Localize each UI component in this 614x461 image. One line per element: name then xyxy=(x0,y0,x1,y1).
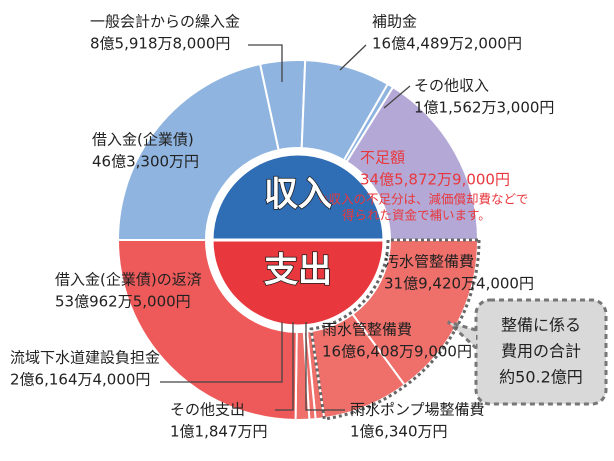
callout-box xyxy=(474,298,608,406)
leader-line xyxy=(275,322,294,411)
slice-value: 1億1,562万3,000円 xyxy=(414,99,554,117)
callout-text: 整備に係る xyxy=(501,316,581,335)
slice-value: 46億3,300万円 xyxy=(92,153,199,171)
slice-value: 8億5,918万8,000円 xyxy=(90,35,230,53)
leader-line xyxy=(339,44,367,71)
center-label: 支出 xyxy=(264,251,332,291)
slice-name: 雨水管整備費 xyxy=(322,321,412,339)
slice-name: その他収入 xyxy=(414,77,489,95)
note: 得られた資金で補います。 xyxy=(342,208,491,223)
center-label: 収入 xyxy=(264,175,332,215)
center-half xyxy=(210,238,386,328)
callout-text: 約50.2億円 xyxy=(499,368,583,387)
slice-name: 汚水管整備費 xyxy=(384,253,474,271)
wedges xyxy=(116,59,480,421)
slice-name: 一般会計からの繰入金 xyxy=(90,13,240,31)
slice-name: 流域下水道建設負担金 xyxy=(10,349,160,367)
leader-line xyxy=(248,44,283,82)
leader-line xyxy=(383,85,411,109)
slice-value: 34億5,872万9,000円 xyxy=(360,171,510,189)
slice-name: 補助金 xyxy=(372,13,417,31)
slice-name: 不足額 xyxy=(360,149,405,167)
slice-value: 1億1,847万円 xyxy=(170,423,268,441)
wedge xyxy=(116,62,280,241)
slice-value: 16億6,408万9,000円 xyxy=(322,343,472,361)
leader-line xyxy=(160,322,283,383)
slice-name: 雨水ポンプ場整備費 xyxy=(350,401,485,419)
slice-value: 31億9,420万4,000円 xyxy=(384,275,534,293)
slice-name: 借入金(企業債)の返済 xyxy=(55,271,202,289)
slice-value: 16億4,489万2,000円 xyxy=(372,35,522,53)
slice-value: 2億6,164万4,000円 xyxy=(10,371,150,389)
callout-text: 費用の合計 xyxy=(501,342,581,361)
slice-name: 借入金(企業債) xyxy=(92,131,194,149)
slice-value: 53億962万5,000円 xyxy=(55,293,191,311)
slice-value: 1億6,340万円 xyxy=(350,423,448,441)
callout-pointer-edge xyxy=(446,320,478,350)
slice-name: その他支出 xyxy=(170,401,245,419)
group-outline xyxy=(309,238,481,421)
leader-line xyxy=(305,322,345,411)
wedge xyxy=(345,85,480,241)
note: ※収入の不足分は、減価償却費などで xyxy=(318,192,528,207)
wedge xyxy=(116,239,298,421)
